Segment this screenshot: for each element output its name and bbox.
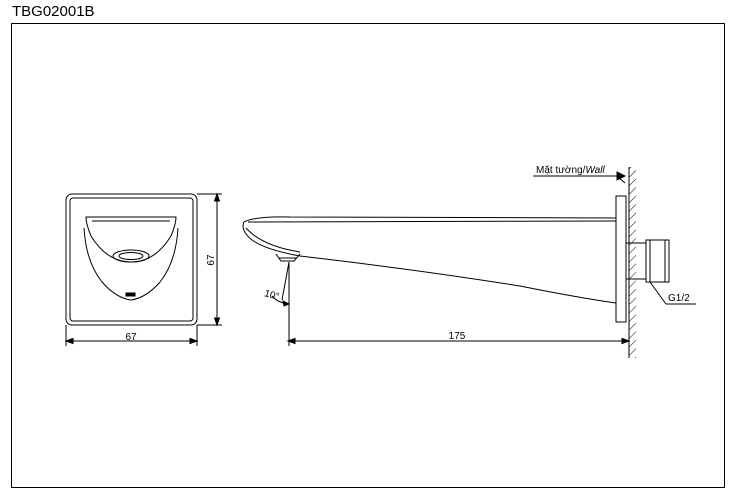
spout-lip [85, 216, 177, 263]
angle-label: 10° [263, 288, 280, 303]
brand-logo-mark [125, 292, 136, 297]
outlet-opening [112, 249, 150, 263]
wall-label-vi: Mặt tường/ [536, 165, 586, 176]
model-code: TBG02001B [12, 3, 95, 20]
front-view [64, 192, 222, 346]
side-view [242, 167, 670, 358]
front-plate-outer [65, 193, 198, 326]
spout-bottom-profile [242, 221, 617, 304]
thread-label: G1/2 [668, 293, 690, 304]
wall-hatching [629, 167, 636, 358]
wall-flange [615, 195, 627, 323]
spout-top-edge [243, 216, 617, 223]
length-dimension [286, 337, 631, 345]
wall-label-leader [533, 171, 627, 184]
front-width-dim-label: 67 [125, 332, 137, 343]
wall-label: Mặt tường/Wall [536, 165, 605, 176]
wall-label-en: Wall [585, 165, 605, 176]
spout-body [83, 227, 179, 301]
angle-annotation [271, 261, 291, 346]
drawing-frame [11, 23, 725, 488]
front-plate-inner [69, 197, 194, 322]
front-height-dim-label: 67 [206, 254, 217, 266]
length-dim-label: 175 [449, 331, 466, 342]
thread-label-leader [649, 281, 696, 305]
